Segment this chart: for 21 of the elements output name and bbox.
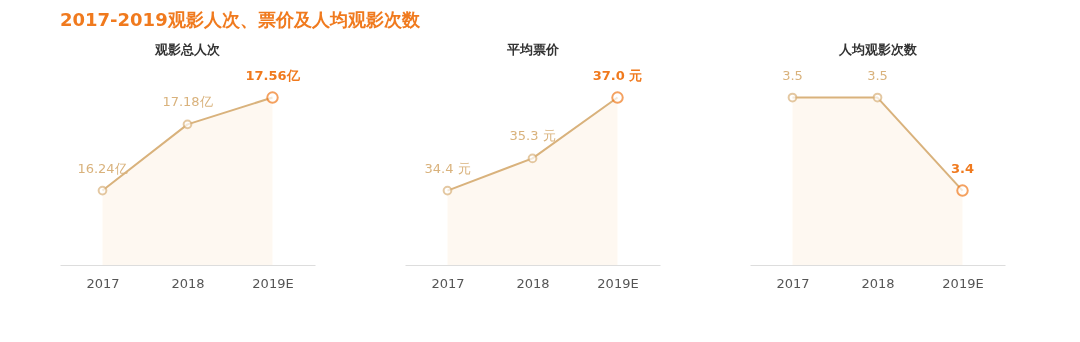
data-label: 3.5 xyxy=(867,67,888,83)
data-label: 17.56亿 xyxy=(245,67,301,83)
data-label: 17.18亿 xyxy=(162,94,213,110)
chart-subtitle: 人均观影次数 xyxy=(837,42,918,57)
x-tick-label: 2017 xyxy=(776,275,810,291)
x-tick-label: 2018 xyxy=(516,275,550,291)
x-tick-label: 2018 xyxy=(861,275,895,291)
chart-subtitle: 观影总人次 xyxy=(154,42,221,57)
data-label: 3.4 xyxy=(950,160,975,176)
data-label: 34.4 元 xyxy=(424,160,471,176)
chart-title: 2017-2019观影人次、票价及人均观影次数 xyxy=(60,9,421,30)
x-tick-label: 2019E xyxy=(942,275,984,291)
x-tick-label: 2017 xyxy=(86,275,120,291)
x-tick-label: 2019E xyxy=(252,275,294,291)
x-tick-label: 2018 xyxy=(171,275,205,291)
chart-subtitle: 平均票价 xyxy=(505,42,560,57)
data-label: 3.5 xyxy=(782,67,803,83)
x-tick-label: 2017 xyxy=(431,275,465,291)
data-label: 37.0 元 xyxy=(592,67,643,83)
x-tick-label: 2019E xyxy=(597,275,639,291)
data-label: 35.3 元 xyxy=(509,128,556,144)
